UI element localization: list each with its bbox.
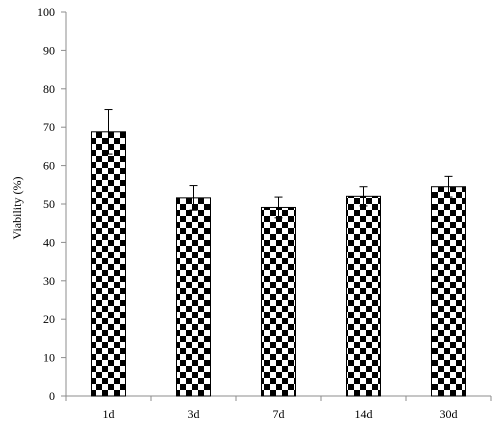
y-tick-label: 10 — [43, 351, 55, 365]
y-tick-label: 20 — [43, 312, 55, 326]
y-tick-label: 80 — [43, 82, 55, 96]
y-axis-title: Viability (%) — [10, 177, 24, 240]
y-tick-label: 40 — [43, 235, 55, 249]
y-axis: 0 10 20 30 40 50 60 70 80 90 100 — [37, 5, 67, 403]
x-tick-label: 3d — [188, 407, 200, 421]
y-tick-label: 90 — [43, 43, 55, 57]
bar-7d — [261, 206, 296, 397]
x-tick-label: 14d — [355, 407, 373, 421]
bar-1d — [91, 131, 126, 397]
bar-14d — [346, 195, 381, 397]
y-tick-label: 0 — [49, 389, 55, 403]
x-tick-label: 1d — [103, 407, 115, 421]
x-tick-label: 30d — [440, 407, 458, 421]
x-tick-label: 7d — [273, 407, 285, 421]
y-tick-label: 70 — [43, 120, 55, 134]
error-bars-group — [104, 109, 453, 219]
y-tick-label: 60 — [43, 159, 55, 173]
y-tick-label: 30 — [43, 274, 55, 288]
bar-30d — [431, 186, 466, 397]
y-tick-label: 100 — [37, 5, 55, 19]
y-tick-label: 50 — [43, 197, 55, 211]
x-axis: 1d 3d 7d 14d 30d — [65, 395, 492, 421]
bars-group — [91, 131, 466, 397]
bar-3d — [176, 197, 211, 397]
